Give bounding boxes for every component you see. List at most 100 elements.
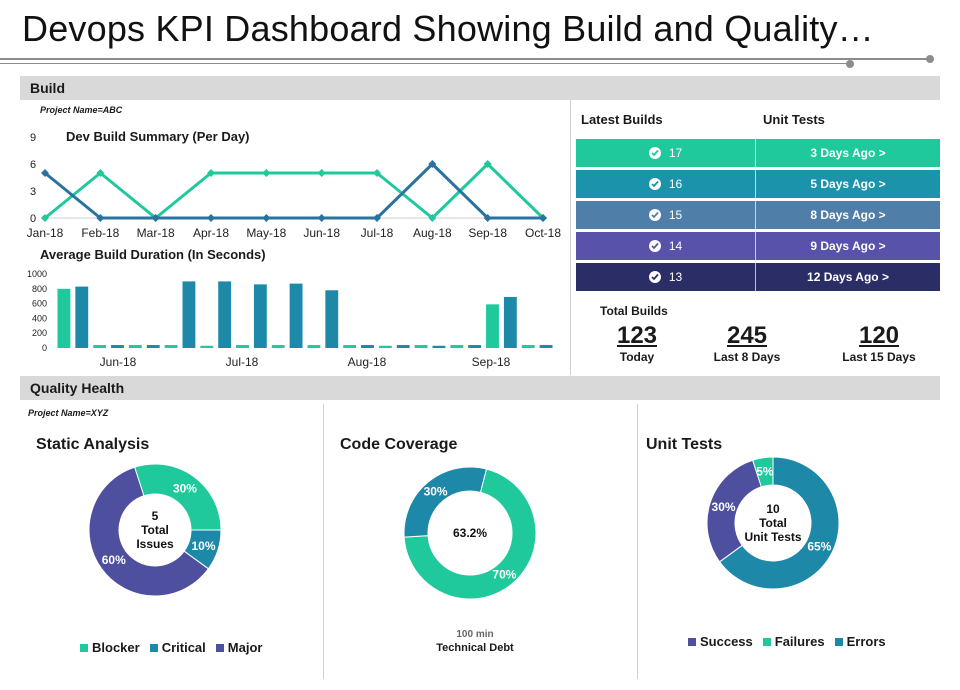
build-id-cell: 14 <box>576 232 756 260</box>
build-row[interactable]: 14 9 Days Ago > <box>576 232 940 260</box>
build-id: 17 <box>668 146 683 160</box>
bar <box>396 345 410 348</box>
check-circle-icon <box>648 209 661 221</box>
bar <box>503 296 517 348</box>
legend-swatch <box>762 638 771 646</box>
data-point-blue <box>483 214 492 222</box>
divider-dot <box>926 55 934 63</box>
legend-swatch <box>215 644 224 652</box>
slice-errors <box>718 456 840 590</box>
x-tick-label: Sep-18 <box>468 226 507 240</box>
data-point-blue <box>262 214 271 222</box>
y-tick-label: 200 <box>32 328 47 338</box>
slice-major <box>88 466 210 597</box>
data-point-blue <box>41 169 49 177</box>
slice-label: 70% <box>492 568 516 582</box>
x-tick-label: Aug-18 <box>413 226 452 240</box>
unit-test-link[interactable]: 9 Days Ago > <box>810 239 886 253</box>
legend-item-major: Major <box>215 640 262 655</box>
bar <box>486 304 499 348</box>
build-id: 14 <box>668 239 683 253</box>
build-row[interactable]: 13 12 Days Ago > <box>576 263 940 291</box>
bar <box>521 345 535 348</box>
slice-label: 30% <box>424 484 448 498</box>
check-circle-icon <box>648 178 661 190</box>
latest-builds-header: Latest Builds <box>581 112 663 127</box>
bar <box>432 345 446 348</box>
section-divider <box>323 404 324 679</box>
build-project-name: Project Name=ABC <box>40 105 123 115</box>
data-point-green <box>41 214 49 222</box>
y-tick-label: 0 <box>42 343 47 353</box>
y-tick-label: 0 <box>30 213 36 225</box>
check-circle-icon <box>648 271 661 283</box>
divider <box>0 63 850 64</box>
legend-item-success: Success <box>688 634 753 649</box>
series-line-blue <box>44 161 543 220</box>
slice-covered <box>403 468 537 600</box>
donut-center-text: 63.2% <box>453 526 487 540</box>
data-point-blue <box>207 214 215 222</box>
build-id: 13 <box>668 270 683 284</box>
x-tick-label: Jun-18 <box>303 226 340 240</box>
bar <box>539 345 553 348</box>
total-builds-15-days: 120 <box>858 322 900 349</box>
bar <box>75 286 89 348</box>
technical-debt-value: 100 min <box>456 629 494 640</box>
build-row[interactable]: 16 5 Days Ago > <box>576 170 940 198</box>
x-tick-label: Aug-18 <box>348 355 387 369</box>
unit-test-link[interactable]: 12 Days Ago > <box>807 270 889 284</box>
x-tick-label: Sep-18 <box>472 355 511 369</box>
build-id-cell: 15 <box>576 201 756 229</box>
build-row[interactable]: 15 8 Days Ago > <box>576 201 940 229</box>
quality-project-name: Project Name=XYZ <box>28 408 109 418</box>
static-analysis-legend: Blocker Critical Major <box>80 640 262 655</box>
bar <box>93 345 107 348</box>
bar <box>450 345 464 348</box>
page-title: Devops KPI Dashboard Showing Build and Q… <box>22 8 874 49</box>
bar <box>182 281 196 348</box>
legend-label: Errors <box>846 634 886 649</box>
divider <box>0 58 930 60</box>
y-tick-label: 400 <box>32 313 47 323</box>
slice-label: 5% <box>756 465 774 479</box>
divider-dot <box>846 60 854 68</box>
y-tick-label: 1000 <box>27 269 47 279</box>
data-point-green <box>317 169 326 177</box>
y-tick-label: 3 <box>30 186 36 198</box>
unit-test-link[interactable]: 8 Days Ago > <box>810 208 886 222</box>
data-point-green <box>428 214 437 222</box>
bar <box>111 345 124 348</box>
legend-item-errors: Errors <box>834 634 886 649</box>
bar <box>236 345 249 348</box>
donut-center-text: Issues <box>136 537 174 551</box>
x-tick-label: Mar-18 <box>137 226 175 240</box>
bar <box>218 281 232 348</box>
x-tick-label: Oct-18 <box>525 226 561 240</box>
code-coverage-donut: 70% 30% 63.2% <box>403 466 537 600</box>
x-tick-label: Jul-18 <box>226 355 259 369</box>
check-circle-icon <box>648 240 661 252</box>
data-point-blue <box>373 214 381 222</box>
bar <box>289 283 303 348</box>
legend-swatch <box>834 638 843 646</box>
y-tick-label: 800 <box>32 284 47 294</box>
unit-test-link[interactable]: 3 Days Ago > <box>810 146 886 160</box>
bar <box>200 345 214 348</box>
bar <box>325 290 339 348</box>
data-point-blue <box>539 214 547 222</box>
x-tick-label: Jun-18 <box>100 355 137 369</box>
build-row[interactable]: 17 3 Days Ago > <box>576 139 940 167</box>
bar <box>307 345 321 348</box>
bar <box>57 288 71 348</box>
donut-center-text: 5 <box>152 509 159 523</box>
unit-test-link[interactable]: 5 Days Ago > <box>810 177 886 191</box>
total-builds-15-days-label: Last 15 Days <box>842 350 916 364</box>
bar <box>164 345 178 348</box>
technical-debt-label: Technical Debt <box>436 642 514 654</box>
legend-label: Blocker <box>92 640 140 655</box>
total-builds-8-days: 245 <box>726 322 768 349</box>
bar <box>378 345 392 348</box>
